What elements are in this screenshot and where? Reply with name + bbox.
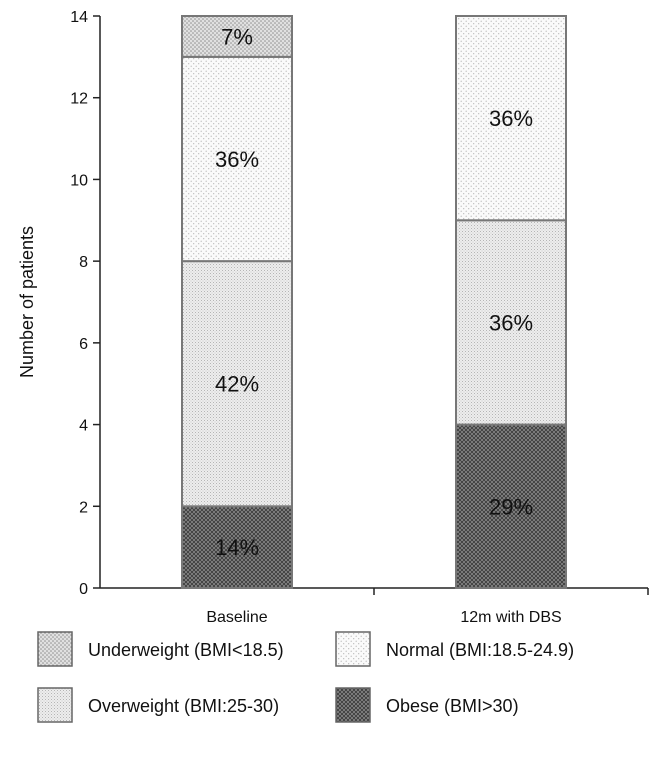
- legend-swatch: [335, 631, 371, 667]
- y-tick-label: 14: [70, 9, 88, 26]
- segment-percent-label: 36%: [489, 106, 533, 131]
- y-axis-title: Number of patients: [17, 226, 37, 378]
- segment-percent-label: 36%: [489, 310, 533, 335]
- x-ticks: Baseline 12m with DBS: [206, 588, 649, 626]
- legend-label: Normal (BMI:18.5-24.9): [386, 640, 574, 660]
- legend-label: Overweight (BMI:25-30): [88, 696, 279, 716]
- y-tick-label: 6: [79, 336, 88, 353]
- x-category-label: 12m with DBS: [460, 609, 561, 626]
- legend-label: Obese (BMI>30): [386, 696, 519, 716]
- y-tick-label: 0: [79, 581, 88, 598]
- bar-segment: [455, 423, 567, 590]
- y-tick-label: 12: [70, 91, 88, 108]
- bar-segment: [455, 15, 567, 222]
- segment-percent-label: 36%: [215, 147, 259, 172]
- y-tick-label: 2: [79, 499, 88, 516]
- segment-labels: 14% 42% 36% 7% 29% 36% 36%: [215, 24, 533, 560]
- y-tick-label: 8: [79, 254, 88, 271]
- x-category-label: Baseline: [206, 609, 267, 626]
- legend-swatch: [37, 687, 73, 723]
- legend: Underweight (BMI<18.5) Normal (BMI:18.5-2…: [37, 631, 574, 723]
- y-ticks: 0 2 4 6 8 10 12 14: [70, 9, 100, 598]
- segment-percent-label: 7%: [221, 24, 253, 49]
- legend-swatch: [37, 631, 73, 667]
- segment-percent-label: 14%: [215, 535, 259, 560]
- segment-percent-label: 29%: [489, 494, 533, 519]
- bar-segment: [455, 219, 567, 426]
- legend-label: Underweight (BMI<18.5): [88, 640, 284, 660]
- y-tick-label: 10: [70, 172, 88, 189]
- y-tick-label: 4: [79, 418, 88, 435]
- bars: [181, 15, 567, 590]
- segment-percent-label: 42%: [215, 372, 259, 397]
- bar-segment: [181, 15, 293, 58]
- legend-swatch: [335, 687, 371, 723]
